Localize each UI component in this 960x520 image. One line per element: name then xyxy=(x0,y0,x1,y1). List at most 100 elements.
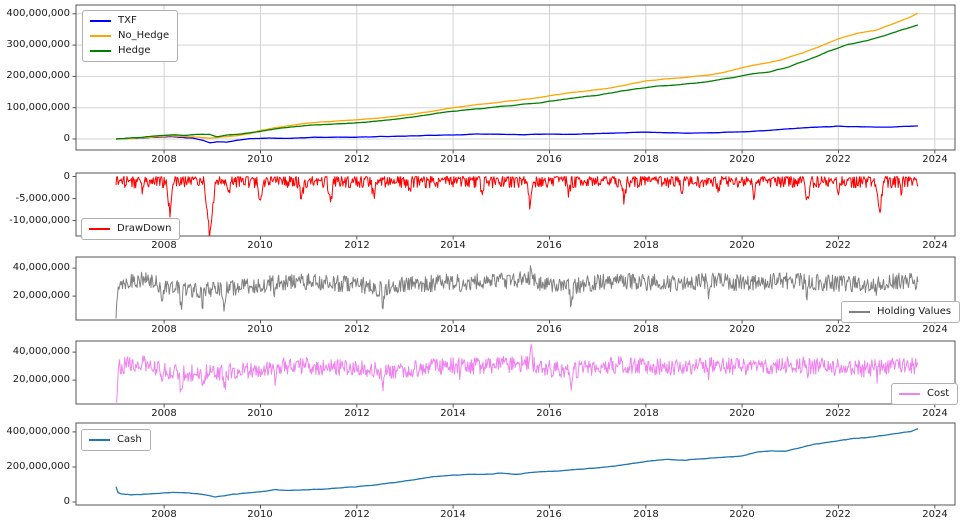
ytick-label-equity: 100,000,000 xyxy=(6,102,70,113)
legend-label: Cost xyxy=(927,388,950,399)
gridlines-equity xyxy=(76,5,955,150)
ytick-label-cash: 400,000,000 xyxy=(6,426,70,437)
legend-entry-cost: Cost xyxy=(899,388,949,400)
xtick-label-drawdown: 2014 xyxy=(440,240,466,251)
legend-holding: Holding Values xyxy=(841,301,960,323)
xtick-label-equity: 2008 xyxy=(151,154,177,165)
axes-border-equity xyxy=(75,4,956,151)
series-line-drawdown xyxy=(115,176,919,236)
tick-marks-drawdown xyxy=(72,176,936,240)
ytick-label-cash: 200,000,000 xyxy=(6,461,70,472)
ytick-label-equity: 200,000,000 xyxy=(6,70,70,81)
xtick-label-equity: 2010 xyxy=(247,154,273,165)
ytick-label-drawdown: 0 xyxy=(63,171,70,182)
axes-border-drawdown xyxy=(75,172,956,237)
xtick-label-drawdown: 2010 xyxy=(247,240,273,251)
xtick-label-cost: 2016 xyxy=(536,408,562,419)
xtick-label-equity: 2014 xyxy=(440,154,466,165)
legend-drawdown: DrawDown xyxy=(81,218,181,240)
legend-line-swatch xyxy=(90,20,111,22)
xtick-label-cash: 2012 xyxy=(344,509,370,520)
xtick-label-cost: 2012 xyxy=(344,408,370,419)
legend-entry-no-hedge: No_Hedge xyxy=(90,30,169,42)
legend-line-swatch xyxy=(90,35,111,37)
xtick-label-cost: 2020 xyxy=(729,408,755,419)
legend-label: Cash xyxy=(117,434,142,445)
legend-entry-hedge: Hedge xyxy=(90,45,169,57)
ytick-label-equity: 300,000,000 xyxy=(6,39,70,50)
series-line-cash xyxy=(115,428,919,498)
series-line-txf xyxy=(115,125,918,144)
xtick-label-holding: 2020 xyxy=(729,324,755,335)
xtick-label-cost: 2018 xyxy=(633,408,659,419)
xtick-label-holding: 2014 xyxy=(440,324,466,335)
xtick-label-cost: 2024 xyxy=(922,408,948,419)
xtick-label-holding: 2010 xyxy=(247,324,273,335)
xtick-label-cash: 2020 xyxy=(729,509,755,520)
xtick-label-cash: 2018 xyxy=(633,509,659,520)
series-line-holding-values xyxy=(115,265,919,319)
series-line-hedge xyxy=(116,24,919,140)
xtick-label-cash: 2014 xyxy=(440,509,466,520)
xtick-label-drawdown: 2018 xyxy=(633,240,659,251)
legend-line-swatch xyxy=(89,228,110,230)
axes-border-cost xyxy=(75,340,956,405)
xtick-label-drawdown: 2022 xyxy=(825,240,851,251)
legend-equity: TXF No_Hedge Hedge xyxy=(82,10,179,62)
legend-line-swatch xyxy=(89,439,110,441)
tick-marks-cash xyxy=(72,431,936,509)
xtick-label-cost: 2014 xyxy=(440,408,466,419)
xtick-label-equity: 2024 xyxy=(922,154,948,165)
ytick-label-equity: 0 xyxy=(63,133,70,144)
axes-border-holding xyxy=(75,256,956,321)
ytick-label-cash: 0 xyxy=(63,496,70,507)
xtick-label-equity: 2022 xyxy=(825,154,851,165)
ytick-label-drawdown: -10,000,000 xyxy=(9,215,70,226)
xtick-label-cash: 2022 xyxy=(825,509,851,520)
xtick-label-equity: 2016 xyxy=(536,154,562,165)
xtick-label-cost: 2010 xyxy=(247,408,273,419)
tick-marks-equity xyxy=(72,13,936,154)
series-line-cost xyxy=(115,343,919,403)
xtick-label-equity: 2012 xyxy=(344,154,370,165)
legend-line-swatch xyxy=(849,311,870,313)
legend-line-swatch xyxy=(90,50,111,52)
tick-marks-cost xyxy=(72,351,936,408)
series-line-no-hedge xyxy=(116,12,919,140)
xtick-label-cash: 2016 xyxy=(536,509,562,520)
xtick-label-drawdown: 2020 xyxy=(729,240,755,251)
xtick-label-holding: 2016 xyxy=(536,324,562,335)
legend-label: DrawDown xyxy=(117,223,172,234)
axes-border-cash xyxy=(75,422,956,506)
xtick-label-holding: 2022 xyxy=(825,324,851,335)
legend-line-swatch xyxy=(899,393,920,395)
xtick-label-holding: 2018 xyxy=(633,324,659,335)
legend-label: No_Hedge xyxy=(118,30,170,41)
legend-label: TXF xyxy=(118,15,137,26)
xtick-label-drawdown: 2008 xyxy=(151,240,177,251)
ytick-label-holding: 40,000,000 xyxy=(12,262,70,273)
legend-entry-cash: Cash xyxy=(89,434,142,446)
legend-label: Hedge xyxy=(118,45,151,56)
xtick-label-cash: 2010 xyxy=(247,509,273,520)
legend-cash: Cash xyxy=(81,429,151,451)
xtick-label-drawdown: 2012 xyxy=(344,240,370,251)
legend-entry-holding-values: Holding Values xyxy=(849,306,951,318)
ytick-label-cost: 20,000,000 xyxy=(12,374,70,385)
xtick-label-cost: 2008 xyxy=(151,408,177,419)
legend-cost: Cost xyxy=(891,383,959,405)
xtick-label-cash: 2008 xyxy=(151,509,177,520)
xtick-label-equity: 2020 xyxy=(729,154,755,165)
ytick-label-equity: 400,000,000 xyxy=(6,8,70,19)
xtick-label-cash: 2024 xyxy=(922,509,948,520)
xtick-label-equity: 2018 xyxy=(633,154,659,165)
ytick-label-holding: 20,000,000 xyxy=(12,290,70,301)
xtick-label-holding: 2024 xyxy=(922,324,948,335)
xtick-label-holding: 2008 xyxy=(151,324,177,335)
xtick-label-cost: 2022 xyxy=(825,408,851,419)
ytick-label-cost: 40,000,000 xyxy=(12,346,70,357)
ytick-label-drawdown: -5,000,000 xyxy=(15,193,70,204)
xtick-label-drawdown: 2024 xyxy=(922,240,948,251)
